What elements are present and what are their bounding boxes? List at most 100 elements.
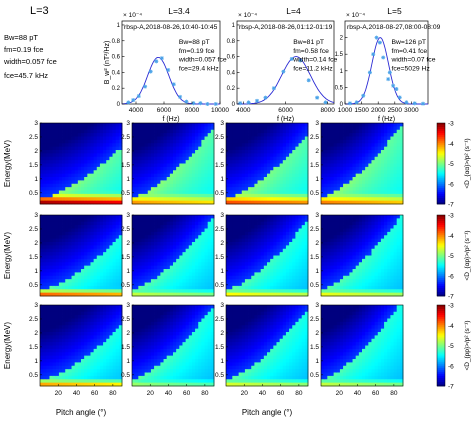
heatmap-cell <box>46 258 50 263</box>
heatmap-cell <box>157 269 161 273</box>
heatmap-cell <box>87 156 91 161</box>
heatmap-cell <box>96 215 101 219</box>
heatmap-cell <box>132 279 136 283</box>
heatmap-cell <box>58 221 63 226</box>
heatmap-cell <box>390 163 394 168</box>
heatmap-cell <box>257 197 262 202</box>
heatmap-cell <box>390 173 394 178</box>
heatmap-cell <box>49 183 54 188</box>
heatmap-cell <box>371 193 376 198</box>
heatmap-cell <box>210 183 215 188</box>
heatmap-cell <box>135 160 139 164</box>
heatmap-cell <box>380 126 385 131</box>
data-point <box>263 95 268 100</box>
heatmap-cell <box>295 228 299 233</box>
heatmap-cell <box>368 187 372 191</box>
heatmap-cell <box>103 231 107 236</box>
heatmap-cell <box>157 279 161 283</box>
heatmap-cell <box>118 126 123 131</box>
heatmap-cell <box>188 275 193 280</box>
heatmap-cell <box>263 258 268 263</box>
heatmap-cell <box>147 235 152 240</box>
heatmap-cell <box>109 235 113 240</box>
heatmap-cell <box>185 153 190 158</box>
heatmap-cell <box>106 166 110 171</box>
heatmap-cell <box>90 265 95 270</box>
heatmap-cell <box>343 215 347 219</box>
heatmap-cell <box>71 279 76 283</box>
heatmap-cell <box>396 190 401 195</box>
heatmap-cell <box>204 177 209 181</box>
heatmap-cell <box>201 126 205 131</box>
heatmap-cell <box>282 170 287 175</box>
heatmap-cell <box>144 262 149 267</box>
heatmap-cell <box>273 166 277 171</box>
heatmap-cell <box>352 173 357 178</box>
heatmap-cell <box>68 156 72 161</box>
heatmap-cell <box>118 200 123 205</box>
heatmap-cell <box>58 126 63 131</box>
heatmap-cell <box>138 187 142 191</box>
heatmap-cell <box>251 166 255 171</box>
heatmap-cell <box>346 235 350 240</box>
heatmap-cell <box>147 269 152 273</box>
heatmap-cell <box>99 289 104 294</box>
heatmap-cell <box>229 190 233 195</box>
heatmap-cell <box>355 177 360 181</box>
heatmap-cell <box>374 200 379 205</box>
heatmap-cell <box>132 150 136 154</box>
heatmap-cell <box>248 177 252 181</box>
heatmap-cell <box>62 228 66 233</box>
heatmap-cell <box>285 228 290 233</box>
heatmap-cell <box>304 139 309 144</box>
heatmap-cell <box>84 146 88 151</box>
heatmap-cell <box>358 183 363 188</box>
heatmap-cell <box>241 160 246 164</box>
heatmap-cell <box>257 180 262 185</box>
heatmap-cell <box>157 252 161 256</box>
heatmap-cell <box>235 275 240 280</box>
heatmap-frame <box>39 214 123 297</box>
heatmap-cell <box>390 139 394 144</box>
heatmap-cell <box>160 129 164 134</box>
heatmap-cell <box>99 235 104 240</box>
heatmap-cell <box>263 123 268 127</box>
heatmap-cell <box>238 200 243 205</box>
heatmap-cell <box>204 258 209 263</box>
heatmap-cell <box>327 255 331 260</box>
heatmap-cell <box>355 258 360 263</box>
heatmap-cell <box>336 126 341 131</box>
y-tick-label: 1.5 <box>310 162 319 169</box>
heatmap-cell <box>160 242 164 246</box>
heatmap-cell <box>257 215 262 219</box>
heatmap-cell <box>144 197 149 202</box>
heatmap-cell <box>321 265 325 270</box>
heatmap-cell <box>81 187 85 191</box>
heatmap-cell <box>235 200 240 205</box>
heatmap-cell <box>304 143 309 148</box>
heatmap-cell <box>339 292 344 297</box>
heatmap-cell <box>141 180 146 185</box>
heatmap-cell <box>191 177 196 181</box>
heatmap-cell <box>285 146 290 151</box>
heatmap-cell <box>273 228 277 233</box>
heatmap-cell <box>358 262 363 267</box>
heatmap-cell <box>179 160 183 164</box>
heatmap-cell <box>188 126 193 131</box>
heatmap-cell <box>182 235 187 240</box>
heatmap-cell <box>229 238 233 243</box>
heatmap-cell <box>49 289 54 294</box>
heatmap-cell <box>182 163 187 168</box>
heatmap-cell <box>365 156 369 161</box>
heatmap-cell <box>327 245 331 250</box>
heatmap-cell <box>241 269 246 273</box>
heatmap-cell <box>267 242 271 246</box>
heatmap-cell <box>270 289 274 294</box>
heatmap-cell <box>87 265 91 270</box>
heatmap-cell <box>65 193 69 198</box>
heatmap-cell <box>160 143 164 148</box>
heatmap-cell <box>49 193 54 198</box>
heatmap-cell <box>251 269 255 273</box>
heatmap-cell <box>62 238 66 243</box>
